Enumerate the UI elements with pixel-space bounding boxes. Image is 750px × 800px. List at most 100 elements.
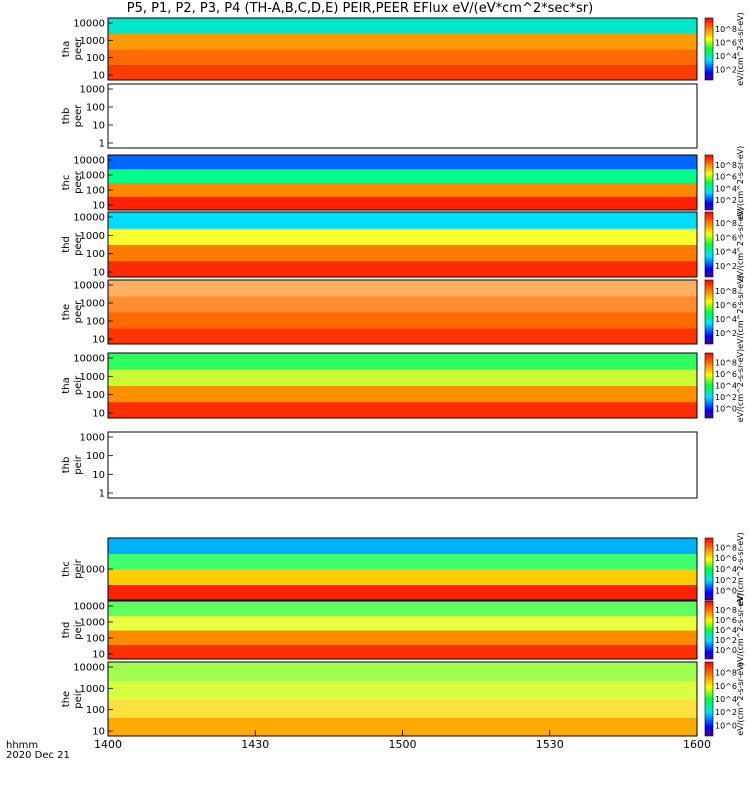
panel-product-label: peir [73,619,84,639]
spectrogram-band [108,155,697,170]
x-tick-label: 1600 [683,738,711,751]
colorbar-tick-label: 10^2 [715,196,737,205]
y-tick-label: 100 [86,451,105,462]
panel-tha-peer: 10^2 10^4 10^6 10^8 eV/(cm^2-s-sr-eV) 10000 10… [61,12,745,85]
spectrogram-band [108,569,697,585]
panel-probe-label: thc [61,561,72,577]
y-tick-label: 10 [92,335,105,346]
colorbar-tick-label: 10^6 [715,38,737,47]
colorbar-tick-label: 10^6 [715,301,737,310]
colorbar-tick-label: 10^4 [715,695,737,704]
panel-product-label: peer [73,170,84,194]
x-axis-footer-date: 2020 Dec 21 [6,750,70,761]
colorbar-tick-label: 10^0 [715,721,737,730]
spectrogram-band [108,699,697,718]
panel-probe-label: thb [61,457,72,474]
spectrogram-band [108,64,697,81]
colorbar-title: eV/(cm^2-s-sr-eV) [736,146,745,219]
colorbar-tick-label: 10^2 [715,576,737,585]
spectrogram-band [108,182,697,197]
y-tick-label: 100 [86,705,105,716]
chart-title: P5, P1, P2, P3, P4 (TH-A,B,C,D,E) PEIR,P… [126,1,594,16]
panel-frame [107,211,698,278]
colorbar-tick-label: 10^2 [715,329,737,338]
spectrogram-band [108,353,697,370]
colorbar-tick-label: 10^4 [715,382,737,391]
colorbar-tick-label: 10^8 [715,359,737,368]
panel-probe-label: thc [61,175,72,191]
y-tick-label: 100 [86,317,105,328]
y-tick-label: 10000 [73,156,105,167]
panel-product-label: peir [73,375,84,395]
panel-probe-label: tha [61,377,72,393]
colorbar-tick-label: 10^4 [715,565,737,574]
colorbar-tick-label: 10^2 [715,636,737,645]
panel-probe-label: tha [61,41,72,57]
colorbar-title: eV/(cm^2-s-sr-eV) [736,12,745,85]
y-tick-label: 100 [86,249,105,260]
colorbar-tick-label: 10^8 [715,543,737,552]
panel-frame [107,279,698,345]
spectrogram-band [108,553,697,570]
colorbar-title: eV/(cm^2-s-sr-eV) [736,662,745,735]
spectrogram-band [108,630,697,645]
spectrogram-band [108,601,697,616]
y-tick-label: 100 [86,186,105,197]
panel-product-label: peir [73,558,84,578]
colorbar [704,352,714,419]
y-tick-label: 10 [92,409,105,420]
panel-probe-label: thb [61,108,72,125]
panel-frame [107,352,698,419]
spectrogram-band [108,644,697,660]
spectrogram-band [108,538,697,554]
colorbar-tick-label: 10^2 [715,262,737,271]
spectrogram-band [108,280,697,297]
spectrogram-band [108,680,697,700]
colorbar-tick-label: 10^0 [715,646,737,655]
y-tick-label: 1000 [80,299,105,310]
y-tick-label: 10 [92,650,105,661]
panel-tha-peir: 10^0 10^2 10^4 10^6 10^8 eV/(cm^2-s-sr-eV) 100… [61,349,745,422]
panel-thb-peer: 1000 100 10 1 thb peer [61,83,698,150]
x-axis-footer-format: hhmm [6,740,38,751]
y-tick-label: 1000 [80,372,105,383]
colorbar-tick-label: 10^6 [715,370,737,379]
colorbar-tick-label: 10^8 [715,161,737,170]
spectrogram-band [108,33,697,50]
spectrogram-band [108,244,697,262]
panel-thd-peir: 10^010^210^410^610^8 eV/(cm^2-s-sr-eV) 100… [61,593,745,666]
spectrogram-band [108,18,697,34]
y-tick-label: 1000 [80,618,105,629]
colorbar [704,279,714,345]
y-tick-label: 10 [92,727,105,738]
spectrogram-band [108,328,697,345]
y-tick-label: 1000 [80,85,105,96]
y-tick-label: 1000 [80,231,105,242]
colorbar-tick-label: 10^8 [715,606,737,615]
panel-probe-label: thd [61,622,72,639]
colorbar-tick-label: 10^2 [715,393,737,402]
panel-the-peir: 10^0 10^2 10^4 10^6 10^8 eV/(cm^2-s-sr-eV) 100… [61,661,745,738]
y-tick-label: 100 [86,103,105,114]
colorbar-title: eV/(cm^2-s-sr-eV) [736,593,745,666]
spectrogram-band [108,615,697,631]
panel-product-label: peer [73,300,84,324]
colorbar-title: eV/(cm^2-s-sr-eV) [736,275,745,348]
spectrogram-band [108,662,697,681]
colorbar [704,537,714,601]
y-tick-label: 10000 [73,663,105,674]
colorbar-tick-label: 10^2 [715,708,737,717]
colorbar [704,154,714,211]
panel-product-label: peer [73,104,84,128]
panel-probe-label: thd [61,236,72,253]
colorbar-tick-label: 10^4 [715,184,737,193]
colorbar-tick-label: 10^4 [715,315,737,324]
spectrogram-band [108,312,697,329]
y-tick-label: 1000 [80,433,105,444]
y-tick-label: 10000 [73,602,105,613]
colorbar-title: eV/(cm^2-s-sr-eV) [736,349,745,422]
panel-frame [107,17,698,81]
panel-frame [107,83,698,149]
colorbar-tick-label: 10^2 [715,65,737,74]
